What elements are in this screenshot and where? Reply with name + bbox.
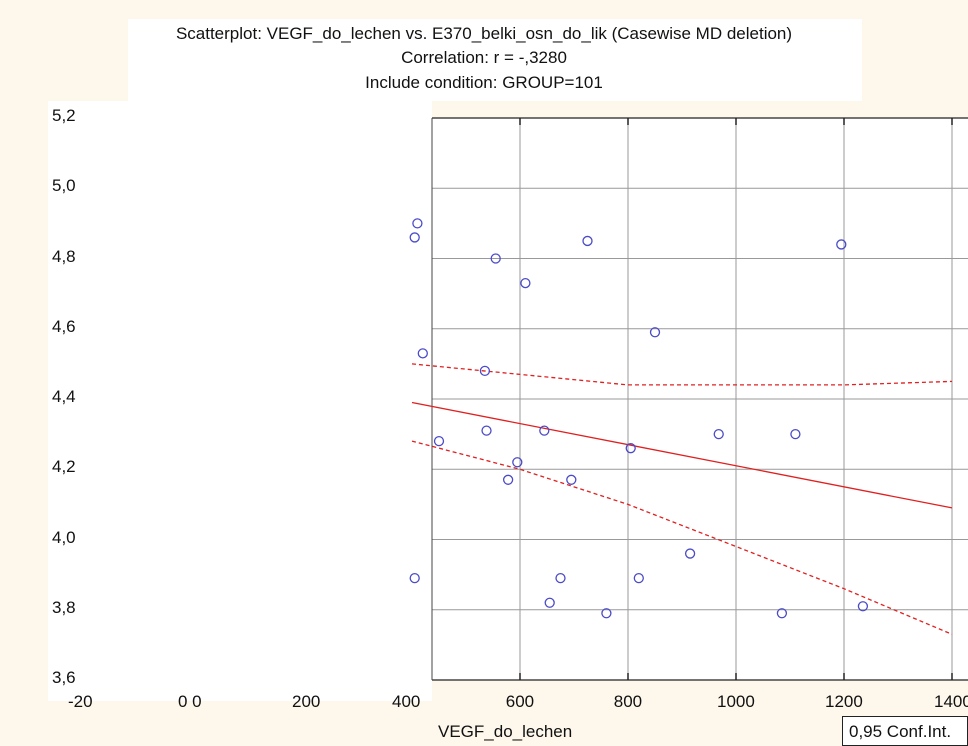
data-point [566,474,577,485]
data-point [512,457,523,468]
data-point [684,548,696,559]
data-point [601,608,612,619]
data-point [502,474,514,485]
regression-line [411,401,953,509]
y-tick-label: 3,6 [52,668,76,687]
y-tick-label: 4,6 [52,316,76,336]
data-point [836,239,847,250]
conf-interval-upper [411,363,953,386]
x-axis-label: VEGF_do_lechen [438,722,573,741]
chart-title: Scatterplot: VEGF_do_lechen vs. E370_bel… [175,24,793,43]
x-tick-label: 1400 [934,692,968,711]
x-tick-label: 1000 [717,692,755,711]
data-point [481,425,492,436]
data-point [490,253,501,264]
y-tick-label: 4,8 [52,246,76,266]
y-tick-label: 5,0 [52,176,76,196]
data-point [790,428,801,440]
y-tick-label: 5,2 [52,106,76,125]
data-point [539,425,550,436]
x-tick-label: -20 [68,692,93,711]
data-point [479,365,491,377]
data-point [409,572,420,584]
data-point [857,601,869,612]
data-point [520,277,531,289]
x-tick-label: 1200 [825,692,863,711]
data-point [633,572,644,584]
data-point [776,608,788,619]
y-tick-label: 3,8 [52,597,76,617]
x-tick-label: 800 [613,692,643,711]
y-tick-label: 4,2 [52,457,76,477]
data-point [433,435,445,447]
x-tick-label: 0 0 [178,692,202,711]
plot-left-blank-area [48,101,432,701]
data-point [625,443,636,454]
y-tick-label: 4,4 [52,387,76,406]
data-point [544,597,555,608]
chart-subtitle-condition: Include condition: GROUP=101 [365,73,603,92]
data-point [649,327,661,338]
data-point [582,235,593,247]
data-point [713,428,724,440]
x-tick-label: 200 [292,692,321,711]
x-tick-label: 400 [392,692,421,711]
data-point [412,218,423,229]
legend-conf-int: 0,95 Conf.Int. [842,716,968,746]
y-tick-label: 4,0 [52,527,76,547]
chart-subtitle-correlation: Correlation: r = -,3280 [401,48,567,67]
data-point [555,572,566,584]
data-point [409,232,420,243]
conf-interval-lower [411,440,953,635]
title-background [128,19,862,101]
data-point [417,348,428,359]
x-tick-label: 600 [505,692,535,711]
